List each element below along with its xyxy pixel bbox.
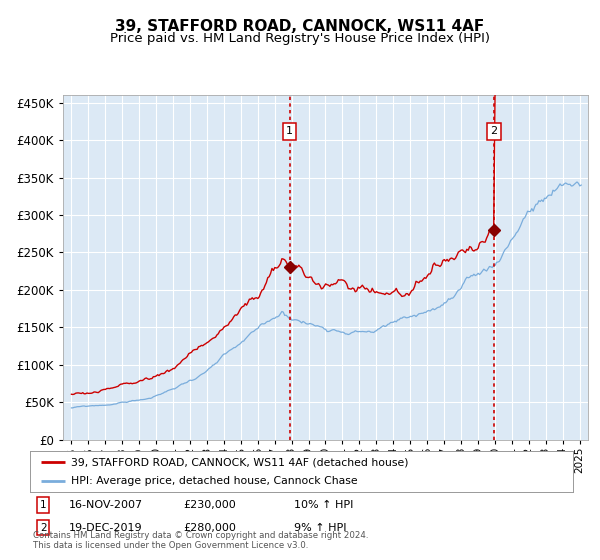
Text: HPI: Average price, detached house, Cannock Chase: HPI: Average price, detached house, Cann…	[71, 476, 358, 486]
Text: 9% ↑ HPI: 9% ↑ HPI	[294, 522, 347, 533]
Text: 2: 2	[491, 127, 498, 137]
Text: 39, STAFFORD ROAD, CANNOCK, WS11 4AF: 39, STAFFORD ROAD, CANNOCK, WS11 4AF	[115, 20, 485, 34]
Text: 10% ↑ HPI: 10% ↑ HPI	[294, 500, 353, 510]
Text: 1: 1	[40, 500, 47, 510]
Text: 39, STAFFORD ROAD, CANNOCK, WS11 4AF (detached house): 39, STAFFORD ROAD, CANNOCK, WS11 4AF (de…	[71, 458, 408, 467]
Text: Contains HM Land Registry data © Crown copyright and database right 2024.
This d: Contains HM Land Registry data © Crown c…	[33, 531, 368, 550]
Text: Price paid vs. HM Land Registry's House Price Index (HPI): Price paid vs. HM Land Registry's House …	[110, 31, 490, 45]
Text: 19-DEC-2019: 19-DEC-2019	[69, 522, 143, 533]
Text: £230,000: £230,000	[183, 500, 236, 510]
Text: £280,000: £280,000	[183, 522, 236, 533]
Text: 16-NOV-2007: 16-NOV-2007	[69, 500, 143, 510]
Text: 2: 2	[40, 522, 47, 533]
Text: 1: 1	[286, 127, 293, 137]
